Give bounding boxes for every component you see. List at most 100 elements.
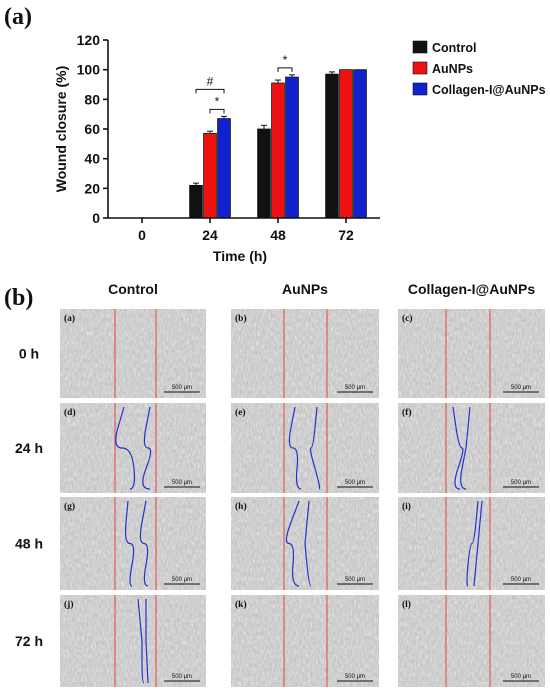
wound-edge-line	[142, 406, 152, 490]
scale-bar-label: 500 μm	[511, 480, 531, 486]
wound-edge-line	[145, 599, 149, 684]
column-headers: Control AuNPs Collagen-I@AuNPs	[108, 281, 535, 297]
scale-bar-label: 500 μm	[172, 577, 192, 583]
wound-edge-line	[285, 500, 300, 587]
micrograph-label: (l)	[402, 599, 411, 610]
column-header: Control	[108, 281, 158, 297]
y-tick-label: 60	[84, 121, 100, 137]
bar	[325, 73, 339, 219]
wound-edge-line	[304, 500, 312, 587]
column-header: Collagen-I@AuNPs	[408, 281, 535, 297]
wound-edge-line	[139, 500, 149, 587]
y-tick-label: 100	[77, 62, 101, 78]
micrograph-panel: (i) 500 μm	[398, 497, 545, 590]
micrograph-grid: (a) 500 μm (b) 500 μm (c) 500 μm (d) 500 μm (e) 5…	[60, 309, 545, 687]
micrograph-panel: (d) 500 μm	[60, 403, 206, 493]
micrograph-texture	[60, 403, 206, 493]
micrograph-label: (d)	[64, 407, 76, 418]
y-tick-label: 120	[77, 32, 101, 48]
bar	[339, 69, 353, 219]
micrograph-panel: (k) 500 μm	[231, 595, 379, 687]
x-tick-label: 48	[270, 227, 286, 243]
scale-bar-label: 500 μm	[511, 577, 531, 583]
bar	[353, 69, 367, 219]
bar	[257, 128, 271, 219]
scale-bar-label: 500 μm	[172, 674, 192, 680]
x-tick-label: 0	[138, 227, 146, 243]
bar	[217, 118, 231, 219]
micrograph-texture	[231, 403, 379, 493]
bar-series	[189, 69, 367, 219]
micrograph-label: (a)	[64, 313, 75, 324]
bar	[271, 82, 285, 219]
micrograph-label: (b)	[235, 313, 247, 324]
micrograph-texture	[60, 309, 206, 398]
legend-swatch	[412, 40, 428, 54]
bar	[285, 76, 299, 219]
significance-mark: #	[207, 74, 214, 88]
scale-bar-label: 500 μm	[345, 674, 365, 680]
significance-bracket	[277, 67, 293, 72]
panel-a-label: (a)	[4, 4, 32, 30]
micrograph-texture	[398, 595, 545, 687]
legend-label: Control	[432, 41, 476, 55]
micrograph-texture	[231, 595, 379, 687]
significance-mark: *	[283, 53, 288, 67]
micrograph-label: (f)	[402, 407, 412, 418]
row-label: 0 h	[19, 346, 39, 362]
legend-swatch	[412, 82, 428, 96]
wound-edge-line	[460, 406, 471, 490]
micrograph-label: (c)	[402, 313, 413, 324]
wound-edge-line	[452, 406, 464, 490]
legend: Control AuNPs Collagen-I@AuNPs	[412, 40, 546, 97]
y-tick-label: 40	[84, 151, 100, 167]
micrograph-panel: (f) 500 μm	[398, 403, 545, 493]
legend-label: AuNPs	[432, 62, 473, 76]
micrograph-texture	[60, 595, 206, 687]
micrograph-panel: (a) 500 μm	[60, 309, 206, 398]
bar	[189, 184, 203, 219]
x-tick-label: 72	[338, 227, 354, 243]
x-tick-label: 24	[202, 227, 218, 243]
panel-b-label: (b)	[4, 285, 33, 311]
y-axis-label: Wound closure (%)	[53, 66, 69, 193]
wound-edge-line	[137, 598, 145, 684]
wound-edge-line	[309, 406, 321, 490]
y-axis-ticks: 0 20 40 60 80 100 120	[77, 32, 108, 226]
micrograph-label: (i)	[402, 501, 411, 512]
scale-bar-label: 500 μm	[345, 480, 365, 486]
significance-bracket	[209, 108, 225, 114]
scale-bar-label: 500 μm	[172, 385, 192, 391]
y-tick-label: 80	[84, 91, 100, 107]
micrograph-panel: (e) 500 μm	[231, 403, 379, 493]
micrograph-panel: (h) 500 μm	[231, 497, 379, 590]
y-tick-label: 0	[92, 210, 100, 226]
wound-edge-line	[473, 500, 483, 587]
micrograph-texture	[231, 309, 379, 398]
micrograph-panel: (l) 500 μm	[398, 595, 545, 687]
micrograph-panel: (j) 500 μm	[60, 595, 206, 687]
row-labels: 0 h 24 h 48 h 72 h	[15, 346, 43, 650]
legend-label: Collagen-I@AuNPs	[432, 83, 546, 97]
column-header: AuNPs	[282, 281, 328, 297]
micrograph-panel: (b) 500 μm	[231, 309, 379, 398]
scale-bar-label: 500 μm	[511, 385, 531, 391]
micrograph-texture	[398, 403, 545, 493]
wound-edge-line	[288, 406, 302, 490]
row-label: 72 h	[15, 633, 43, 649]
x-axis-ticks: 0 24 48 72	[138, 218, 354, 243]
micrograph-texture	[60, 497, 206, 590]
significance-annotations: #**	[195, 53, 293, 114]
legend-swatch	[412, 61, 428, 75]
micrograph-label: (h)	[235, 501, 247, 512]
significance-bracket	[195, 88, 225, 94]
y-tick-label: 20	[84, 180, 100, 196]
scale-bar-label: 500 μm	[172, 480, 192, 486]
micrograph-label: (j)	[64, 599, 74, 610]
bar	[203, 133, 217, 219]
wound-edge-line	[115, 406, 136, 490]
wound-edge-line	[466, 500, 479, 587]
micrograph-label: (k)	[235, 599, 247, 610]
